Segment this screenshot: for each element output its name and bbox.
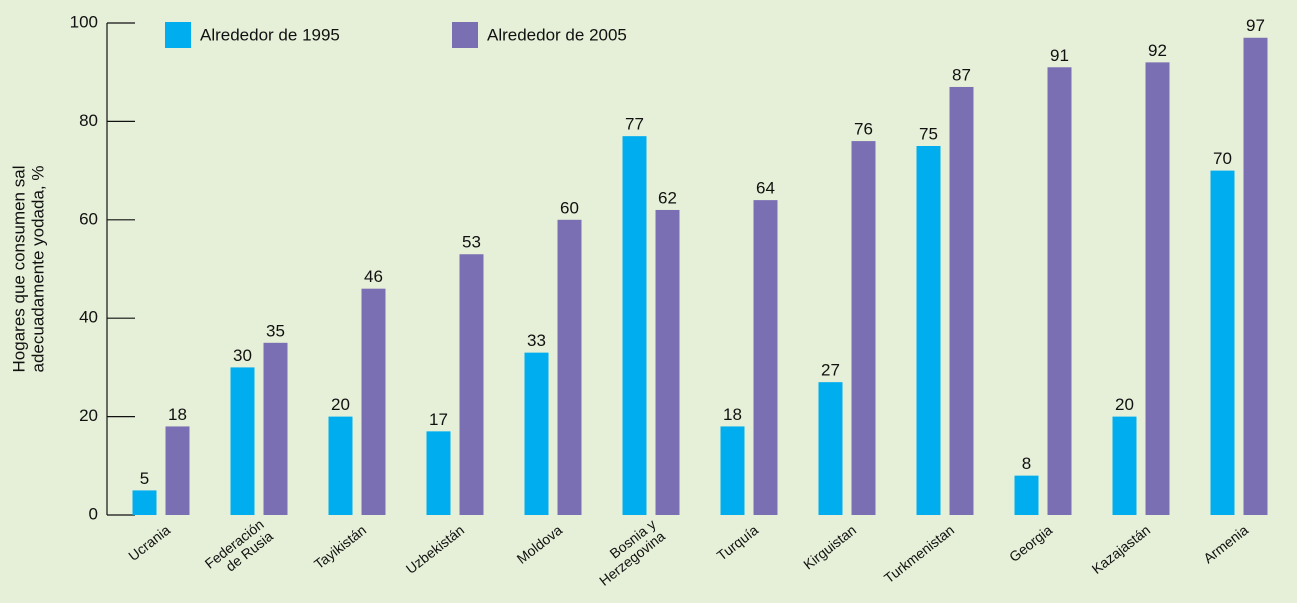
x-tick-label: Kazajastán	[1089, 522, 1153, 577]
bar	[851, 141, 876, 515]
bar	[1112, 416, 1137, 515]
value-label: 20	[331, 395, 350, 414]
x-tick-label: Moldova	[514, 522, 566, 567]
value-label: 30	[233, 346, 252, 365]
value-label: 70	[1213, 149, 1232, 168]
y-tick-label: 100	[70, 12, 98, 31]
legend-swatch	[452, 22, 478, 48]
value-label: 76	[854, 120, 873, 139]
bar	[165, 426, 190, 515]
bar	[655, 209, 680, 515]
bar	[426, 431, 451, 515]
value-label: 27	[821, 361, 840, 380]
y-tick-label: 40	[79, 308, 98, 327]
bar	[459, 254, 484, 516]
value-label: 60	[560, 198, 579, 217]
bar	[524, 352, 549, 515]
value-label: 8	[1022, 454, 1031, 473]
y-tick-label: 60	[79, 209, 98, 228]
value-label: 92	[1148, 41, 1167, 60]
value-label: 20	[1115, 395, 1134, 414]
x-tick-label: Turquía	[714, 522, 762, 564]
value-label: 17	[429, 410, 448, 429]
value-label: 97	[1246, 16, 1265, 35]
x-tick-label: Armenia	[1200, 522, 1251, 567]
value-label: 46	[364, 267, 383, 286]
bar	[1243, 37, 1268, 515]
value-label: 5	[140, 469, 149, 488]
bar	[753, 200, 778, 515]
x-tick-label: Tayikistán	[311, 522, 369, 572]
bar	[720, 426, 745, 515]
bar	[132, 490, 157, 515]
x-tick-label: Ucrania	[125, 522, 173, 564]
bar	[263, 342, 288, 515]
value-label: 75	[919, 124, 938, 143]
x-tick-label: Georgia	[1006, 522, 1055, 565]
legend-label: Alrededor de 2005	[487, 25, 627, 44]
x-tick-label: Kirguistan	[800, 522, 859, 573]
value-label: 35	[266, 321, 285, 340]
value-label: 64	[756, 179, 775, 198]
x-tick-label: Uzbekistán	[403, 522, 467, 577]
value-label: 18	[723, 405, 742, 424]
x-tick-label: Turkmenistan	[881, 522, 957, 587]
legend-label: Alrededor de 1995	[200, 25, 340, 44]
y-tick-label: 80	[79, 111, 98, 130]
bar	[1047, 67, 1072, 515]
bar	[230, 367, 255, 515]
value-label: 33	[527, 331, 546, 350]
value-label: 62	[658, 188, 677, 207]
bar	[1145, 62, 1170, 516]
bar	[557, 219, 582, 516]
value-label: 53	[462, 233, 481, 252]
bar	[949, 86, 974, 516]
value-label: 77	[625, 115, 644, 134]
value-label: 91	[1050, 46, 1069, 65]
bar	[1014, 475, 1039, 515]
value-label: 18	[168, 405, 187, 424]
bar	[916, 146, 941, 515]
value-label: 87	[952, 65, 971, 84]
bar	[361, 288, 386, 515]
x-tick-label: Bosnia yHerzegovina	[587, 516, 668, 589]
bar	[818, 382, 843, 515]
y-tick-label: 20	[79, 406, 98, 425]
x-tick-label: Federaciónde Rusia	[201, 516, 275, 584]
bar	[622, 136, 647, 515]
y-axis-label: Hogares que consumen saladecuadamente yo…	[10, 166, 48, 373]
y-tick-label: 0	[89, 504, 98, 523]
legend-swatch	[165, 22, 191, 48]
bar	[328, 416, 353, 515]
bar	[1210, 170, 1235, 515]
